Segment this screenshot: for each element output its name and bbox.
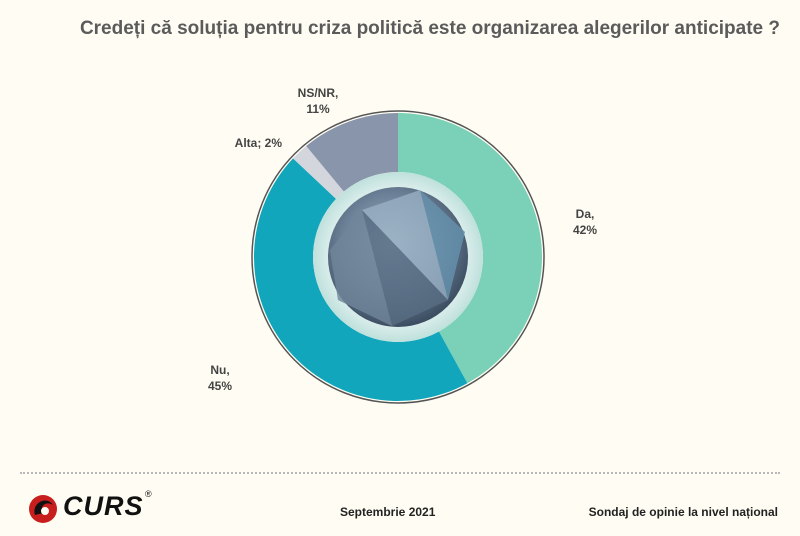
label-alta: Alta; 2% bbox=[235, 136, 283, 150]
footer-note: Sondaj de opinie la nivel național bbox=[588, 505, 778, 519]
donut-outline bbox=[251, 110, 545, 404]
slice-ns-nr bbox=[306, 113, 398, 192]
footer-date: Septembrie 2021 bbox=[340, 505, 436, 519]
label-da: Da, 42% bbox=[573, 207, 597, 237]
slice-nu bbox=[253, 158, 468, 402]
donut-slices bbox=[253, 113, 542, 402]
logo-text: CURS bbox=[63, 491, 144, 521]
slice-labels: Da, 42% Nu, 45% Alta; 2% NS/NR, 11% bbox=[208, 86, 597, 393]
chart-title: Credeți că soluția pentru criza politică… bbox=[79, 18, 780, 39]
label-ns-nr: NS/NR, 11% bbox=[298, 86, 339, 116]
slice-da bbox=[398, 113, 542, 384]
label-nu: Nu, 45% bbox=[208, 363, 232, 393]
curs-logo: CURS ® bbox=[25, 489, 165, 527]
slice-alta bbox=[293, 146, 344, 199]
registered-mark: ® bbox=[145, 489, 152, 499]
center-gem-icon bbox=[328, 187, 468, 327]
footer-divider bbox=[20, 472, 780, 474]
curs-swirl-icon bbox=[29, 495, 57, 523]
